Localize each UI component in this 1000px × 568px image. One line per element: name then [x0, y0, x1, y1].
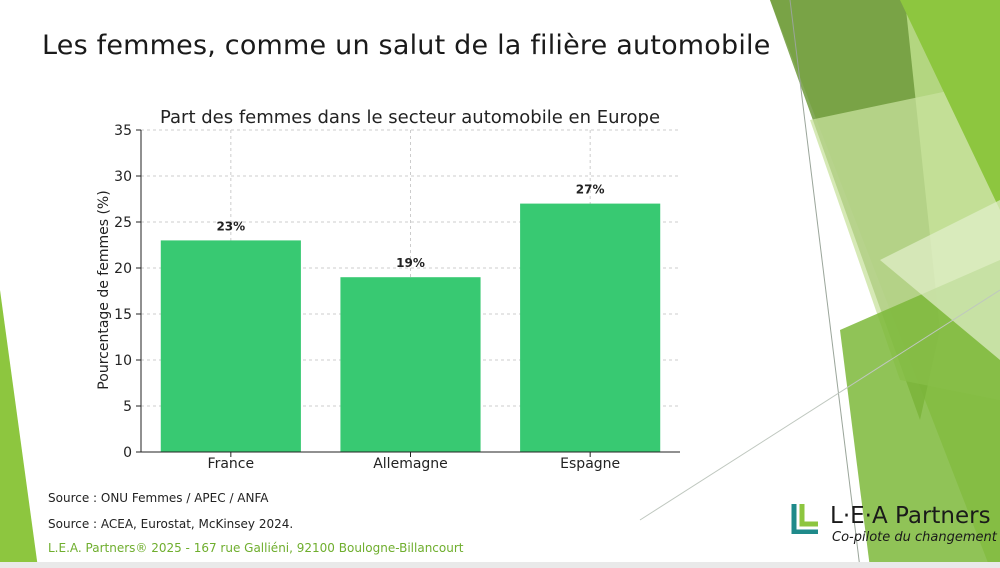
- chart-title: Part des femmes dans le secteur automobi…: [160, 107, 660, 128]
- right-green-corner: [900, 0, 1000, 210]
- lea-logo-icon: [791, 504, 818, 534]
- source-line-2: Source : ACEA, Eurostat, McKinsey 2024.: [48, 517, 294, 531]
- y-tick-label: 10: [114, 353, 132, 369]
- data-label: 27%: [576, 183, 605, 197]
- footer-address: L.E.A. Partners® 2025 - 167 rue Galliéni…: [48, 541, 464, 555]
- bottom-bar: [0, 562, 1000, 568]
- lea-partners-logo: L·E·A Partners Co-pilote du changement: [790, 500, 997, 550]
- bar-allemagne: [340, 277, 481, 452]
- bars: [160, 203, 661, 452]
- y-tick-label: 5: [123, 399, 132, 415]
- y-tick-label: 0: [123, 445, 132, 461]
- bar-espagne: [520, 203, 661, 452]
- y-tick-label: 20: [114, 261, 132, 277]
- axes: [136, 129, 680, 457]
- bar-france: [160, 240, 301, 452]
- x-tick-label: France: [208, 456, 255, 472]
- bottom-thin-line: [639, 289, 1000, 521]
- right-thin-line: [789, 0, 861, 568]
- y-tick-label: 25: [114, 215, 132, 231]
- y-tick-label: 35: [114, 123, 132, 139]
- data-label: 19%: [396, 256, 425, 270]
- source-line-1: Source : ONU Femmes / APEC / ANFA: [48, 491, 269, 505]
- labels: 23% 19% 27% 0 5 10 15 20 25 30 35 France Allemagne Es…: [114, 123, 620, 472]
- logo-name: L·E·A Partners: [830, 503, 991, 529]
- slide-title: Les femmes, comme un salut de la filière…: [42, 30, 771, 61]
- y-tick-label: 15: [114, 307, 132, 323]
- x-tick-label: Allemagne: [373, 456, 448, 472]
- x-tick-label: Espagne: [560, 456, 620, 472]
- y-tick-label: 30: [114, 169, 132, 185]
- data-label: 23%: [216, 219, 245, 233]
- logo-tagline: Co-pilote du changement: [832, 530, 997, 545]
- y-axis-label: Pourcentage de femmes (%): [96, 190, 112, 389]
- right-green-band-low: [840, 260, 1000, 568]
- right-green-highlight: [880, 200, 1000, 360]
- left-green-triangle: [0, 290, 38, 568]
